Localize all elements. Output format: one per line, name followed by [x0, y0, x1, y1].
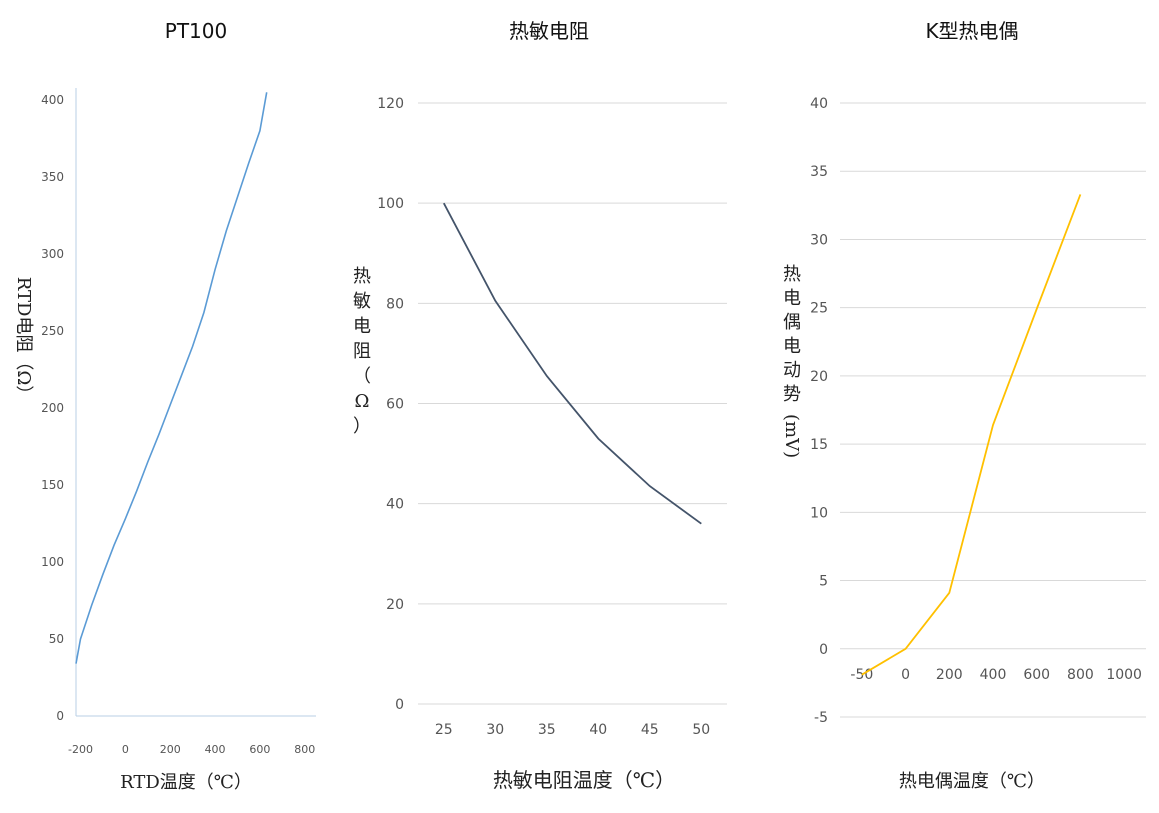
- chart-pt100-y-tick: 350: [41, 170, 64, 184]
- chart-k-thermocouple-y-tick: 25: [810, 301, 828, 317]
- chart-k-thermocouple-y-tick: -5: [814, 710, 828, 726]
- chart-k-thermocouple-x-tick: 800: [1067, 667, 1094, 683]
- chart-k-thermocouple-x-tick: 400: [980, 667, 1007, 683]
- chart-thermistor-y-tick: 20: [386, 597, 404, 613]
- chart-k-thermocouple-y-tick: 35: [810, 164, 828, 180]
- chart-k-thermocouple-y-tick: 10: [810, 505, 828, 521]
- chart-k-thermocouple-xlabel: 热电偶温度（℃）: [899, 771, 1045, 792]
- chart-k-thermocouple-y-tick: 0: [819, 642, 828, 658]
- chart-pt100-ylabel: RTD电阻（Ω）: [13, 277, 34, 404]
- chart-k-thermocouple-y-tick: 15: [810, 437, 828, 453]
- chart-pt100-y-tick: 300: [41, 247, 64, 261]
- chart-k-thermocouple-y-tick: 40: [810, 96, 828, 112]
- chart-k-thermocouple-y-tick: 30: [810, 232, 828, 248]
- chart-thermistor-y-tick: 0: [395, 697, 404, 713]
- chart-k-thermocouple-title: K型热电偶: [925, 19, 1018, 43]
- svg-text:热敏电阻（Ω）: 热敏电阻（ Ω）: [353, 266, 371, 437]
- chart-thermistor-x-tick: 45: [641, 722, 659, 738]
- chart-pt100-x-tick: -200: [68, 743, 93, 756]
- chart-thermistor-xlabel: 热敏电阻温度（℃）: [493, 768, 675, 792]
- chart-pt100-xlabel: RTD温度（℃）: [120, 772, 252, 793]
- chart-thermistor-x-tick: 30: [486, 722, 504, 738]
- chart-pt100: PT100 0 50 100 150 200 250 300 350 400 -200 0 200 4…: [13, 19, 316, 793]
- chart-pt100-x-tick: 800: [294, 743, 315, 756]
- chart-pt100-x-tick: 600: [249, 743, 270, 756]
- chart-k-thermocouple-series-line: [861, 194, 1082, 676]
- chart-k-thermocouple-y-tick: 5: [819, 574, 828, 590]
- chart-thermistor-x-tick: 50: [692, 722, 710, 738]
- chart-thermistor-series-line: [443, 202, 702, 525]
- chart-thermistor: 热敏电阻 0 20 40 60 80 100 120 25 30 35 40 45 50 热敏电阻（ Ω…: [353, 19, 727, 792]
- chart-thermistor-title: 热敏电阻: [509, 19, 589, 43]
- chart-pt100-y-tick: 150: [41, 478, 64, 492]
- svg-text:热电偶电动势: 热电偶电动势: [783, 264, 801, 405]
- chart-thermistor-y-tick: 40: [386, 497, 404, 513]
- chart-thermistor-y-tick: 80: [386, 296, 404, 312]
- chart-pt100-y-tick: 400: [41, 93, 64, 107]
- chart-pt100-y-tick: 50: [49, 632, 64, 646]
- chart-k-thermocouple-ylabel: 热电偶电动势 (mV): [781, 264, 802, 458]
- chart-k-thermocouple-x-tick: 600: [1023, 667, 1050, 683]
- chart-k-thermocouple-y-tick: 20: [810, 369, 828, 385]
- chart-k-thermocouple-x-tick: 0: [901, 667, 910, 683]
- chart-thermistor-y-tick: 60: [386, 397, 404, 413]
- chart-thermistor-y-tick: 100: [377, 196, 404, 212]
- svg-text:(mV): (mV): [781, 414, 802, 458]
- chart-thermistor-y-tick: 120: [377, 96, 404, 112]
- chart-thermistor-x-tick: 25: [435, 722, 453, 738]
- chart-pt100-x-tick: 200: [160, 743, 181, 756]
- chart-pt100-title: PT100: [165, 19, 227, 43]
- chart-pt100-x-tick: 400: [205, 743, 226, 756]
- chart-pt100-y-tick: 200: [41, 401, 64, 415]
- chart-thermistor-x-tick: 40: [589, 722, 607, 738]
- chart-pt100-y-tick: 250: [41, 324, 64, 338]
- chart-pt100-series-line: [75, 92, 268, 664]
- chart-thermistor-ylabel: 热敏电阻（ Ω）: [353, 266, 371, 437]
- chart-pt100-y-tick: 0: [56, 709, 64, 723]
- chart-pt100-y-tick: 100: [41, 555, 64, 569]
- chart-k-thermocouple-x-tick: 1000: [1106, 667, 1142, 683]
- chart-thermistor-x-tick: 35: [538, 722, 556, 738]
- chart-k-thermocouple-x-tick: 200: [936, 667, 963, 683]
- chart-pt100-x-tick: 0: [122, 743, 129, 756]
